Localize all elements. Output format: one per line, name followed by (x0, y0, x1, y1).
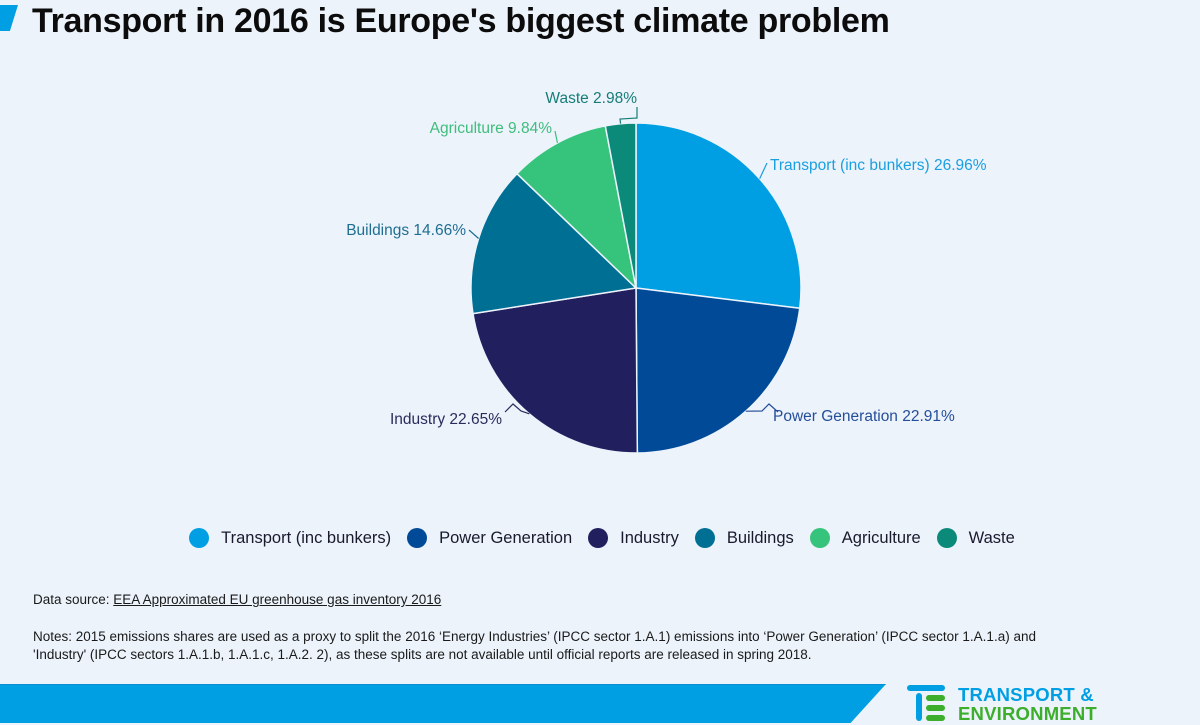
legend-label: Buildings (726, 528, 794, 547)
legend-label: Agriculture (841, 528, 921, 547)
data-source: Data source: EEA Approximated EU greenho… (33, 592, 441, 607)
logo-text-line-2: ENVIRONMENT (958, 703, 1097, 724)
pie-labels: Transport (inc bunkers) 26.96% Power Gene… (346, 90, 987, 428)
connector-6 (619, 107, 638, 124)
pie-slice-transport-inc-bunkers[interactable] (635, 122, 802, 310)
legend-swatch (936, 528, 957, 548)
chart-legend: Transport (inc bunkers) Power Generation I… (0, 525, 1200, 551)
legend-item[interactable]: Industry (584, 528, 679, 548)
pie-label-connectors (468, 107, 779, 415)
data-label-6: Waste 2.98% (545, 90, 637, 107)
pie-slice-waste[interactable] (604, 122, 637, 289)
legend-label: Industry (620, 528, 679, 547)
legend-item[interactable]: Waste (933, 528, 1015, 548)
legend-swatch (694, 528, 715, 548)
legend-item[interactable]: Transport (inc bunkers) (185, 528, 391, 548)
data-label-1: Transport (inc bunkers) 26.96% (770, 157, 987, 174)
pie-slice-industry[interactable] (472, 287, 639, 454)
logo-text-line-1: TRANSPORT & (958, 684, 1094, 705)
pie-slice-agriculture[interactable] (515, 125, 638, 291)
legend-item[interactable]: Power Generation (403, 528, 572, 548)
header: Transport in 2016 is Europe's biggest cl… (0, 0, 1200, 44)
connector-4 (468, 229, 479, 239)
legend-item[interactable]: Agriculture (806, 528, 921, 548)
connector-2 (745, 403, 779, 413)
footer-band (0, 684, 886, 723)
legend-item[interactable]: Buildings (691, 528, 794, 548)
notes-line-2: 'Industry' (IPCC sectors 1.A.1.b, 1.A.1.… (33, 647, 812, 662)
connector-5 (554, 130, 559, 144)
legend-swatch (588, 528, 609, 548)
transport-environment-logo: TRANSPORT & ENVIRONMENT (906, 684, 1106, 724)
legend-label: Transport (inc bunkers) (221, 528, 392, 547)
pie-slice-power-generation[interactable] (635, 287, 801, 454)
connector-3 (504, 403, 530, 415)
legend-swatch (407, 528, 428, 548)
legend-label: Power Generation (439, 528, 573, 547)
data-source-prefix: Data source: (33, 592, 114, 607)
chart-notes: Notes: 2015 emissions shares are used as… (33, 628, 1183, 664)
te-logo-icon (907, 685, 945, 721)
notes-line-1: Notes: 2015 emissions shares are used as… (33, 629, 1036, 644)
legend-swatch (809, 528, 830, 548)
data-source-link[interactable]: EEA Approximated EU greenhouse gas inven… (113, 592, 442, 607)
pie-slices (470, 122, 802, 454)
data-label-4: Buildings 14.66% (346, 222, 466, 239)
pie-slice-buildings[interactable] (470, 172, 638, 315)
data-label-2: Power Generation 22.91% (773, 408, 955, 425)
data-label-5: Agriculture 9.84% (430, 120, 553, 137)
connector-1 (759, 162, 768, 179)
data-label-3: Industry 22.65% (390, 411, 502, 428)
pie-chart: Transport (inc bunkers) 26.96% Power Gene… (346, 90, 987, 454)
chart-title: Transport in 2016 is Europe's biggest cl… (32, 2, 890, 40)
legend-label: Waste (968, 528, 1015, 547)
legend-swatch (189, 528, 210, 548)
